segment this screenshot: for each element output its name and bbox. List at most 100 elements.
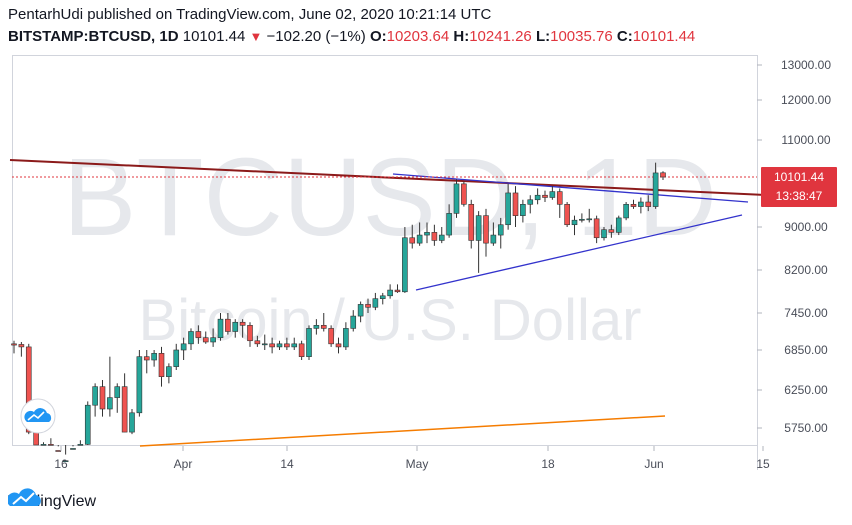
candle	[520, 199, 526, 223]
candle	[453, 179, 460, 218]
y-tick-label: 12000.00	[781, 93, 831, 107]
last-price-badge: 10101.44 13:38:47	[761, 167, 837, 207]
candle-body	[40, 444, 47, 446]
triangle-upper-line[interactable]	[392, 173, 749, 203]
candle	[225, 313, 231, 335]
symbol-label[interactable]: BITSTAMP:BTCUSD, 1D	[8, 28, 179, 45]
candle-body	[571, 219, 578, 226]
candle-body	[623, 204, 629, 219]
candle	[372, 292, 379, 311]
candle-body	[357, 304, 364, 317]
candle	[615, 215, 622, 236]
price-chart[interactable]: BTCUSD, 1D Bitcoin / U.S. Dollar 13000.0…	[0, 0, 852, 490]
candle	[652, 162, 659, 209]
candle	[409, 224, 416, 249]
candle	[121, 373, 128, 433]
candle	[291, 337, 298, 350]
candle	[107, 356, 113, 417]
candle-body	[446, 213, 452, 236]
candle-body	[55, 450, 62, 452]
candle-body	[608, 229, 615, 233]
candle-body	[497, 224, 504, 236]
candle	[70, 445, 76, 450]
candle	[232, 319, 239, 338]
candle	[512, 186, 519, 227]
candle	[298, 340, 305, 360]
candle-body	[166, 366, 172, 377]
candle-body	[92, 386, 98, 406]
candle	[579, 213, 585, 223]
change-value: −102.20 (−1%)	[266, 28, 366, 45]
price-axis[interactable]: 13000.00 12000.00 11000.00 9000.00 8200.00 74…	[757, 58, 831, 435]
publish-info: PentarhUdi published on TradingView.com,…	[8, 6, 492, 23]
footer: TradingView	[8, 488, 96, 516]
candle-body	[306, 328, 312, 357]
x-tick-label: May	[406, 457, 429, 471]
candle-body	[158, 353, 165, 377]
candle-body	[645, 201, 652, 207]
candle	[84, 401, 91, 445]
candle	[173, 343, 180, 370]
candle-body	[490, 234, 497, 244]
y-tick-label: 6250.00	[784, 383, 828, 397]
candle-body	[409, 237, 416, 244]
cloud-icon[interactable]	[20, 398, 56, 434]
candle-body	[365, 304, 371, 308]
last-price: 10101.44	[182, 28, 246, 45]
candle	[143, 350, 150, 374]
y-tick-label: 7450.00	[784, 306, 828, 320]
candle-body	[556, 191, 563, 205]
candle	[114, 383, 121, 413]
candle	[136, 350, 143, 417]
candle	[387, 284, 393, 299]
candle-body	[291, 343, 298, 348]
low-label: L:	[535, 28, 551, 45]
candle	[11, 340, 17, 354]
candle-body	[328, 328, 334, 345]
tradingview-logo-icon	[8, 488, 41, 506]
candle	[40, 442, 47, 446]
candle-body	[453, 183, 460, 214]
low-value: 10035.76	[550, 28, 613, 45]
down-triangle-icon: ▼	[249, 29, 263, 44]
candle-body	[424, 232, 430, 236]
candle	[564, 202, 570, 227]
y-tick-label: 9000.00	[784, 220, 828, 234]
candle	[468, 199, 475, 249]
candle	[335, 337, 342, 354]
moving-average-line	[139, 415, 666, 447]
last-price-badge-text: 10101.44	[774, 170, 824, 184]
candle-body	[225, 318, 231, 332]
watermark: BTCUSD, 1D Bitcoin / U.S. Dollar	[63, 136, 717, 353]
candle	[586, 208, 593, 223]
candle	[306, 325, 312, 360]
candle-body	[276, 343, 283, 348]
time-axis[interactable]: 16 Apr 14 May 18 Jun 15	[54, 446, 770, 471]
y-tick-label: 6850.00	[784, 343, 828, 357]
candle	[350, 310, 357, 332]
candle-body	[151, 353, 157, 361]
candle	[261, 334, 268, 350]
candle	[343, 322, 349, 350]
candle-body	[579, 218, 585, 221]
candle-body	[202, 337, 209, 343]
triangle-lower-line[interactable]	[415, 214, 743, 291]
candle	[394, 284, 401, 293]
candle-body	[143, 356, 150, 361]
close-value: 10101.44	[632, 28, 696, 45]
y-tick-label: 8200.00	[784, 263, 828, 277]
candle-body	[638, 201, 644, 207]
candle-body	[379, 295, 386, 299]
candle	[313, 319, 320, 335]
candle	[210, 328, 216, 347]
candle	[483, 208, 489, 257]
candle	[151, 350, 157, 367]
resistance-trendline[interactable]	[9, 159, 766, 196]
candle	[446, 204, 452, 238]
candle	[48, 438, 54, 446]
x-tick-label: Jun	[644, 457, 663, 471]
candle	[328, 325, 334, 347]
close-label: C:	[616, 28, 633, 45]
candle-body	[33, 431, 39, 446]
candle-body	[11, 343, 17, 346]
